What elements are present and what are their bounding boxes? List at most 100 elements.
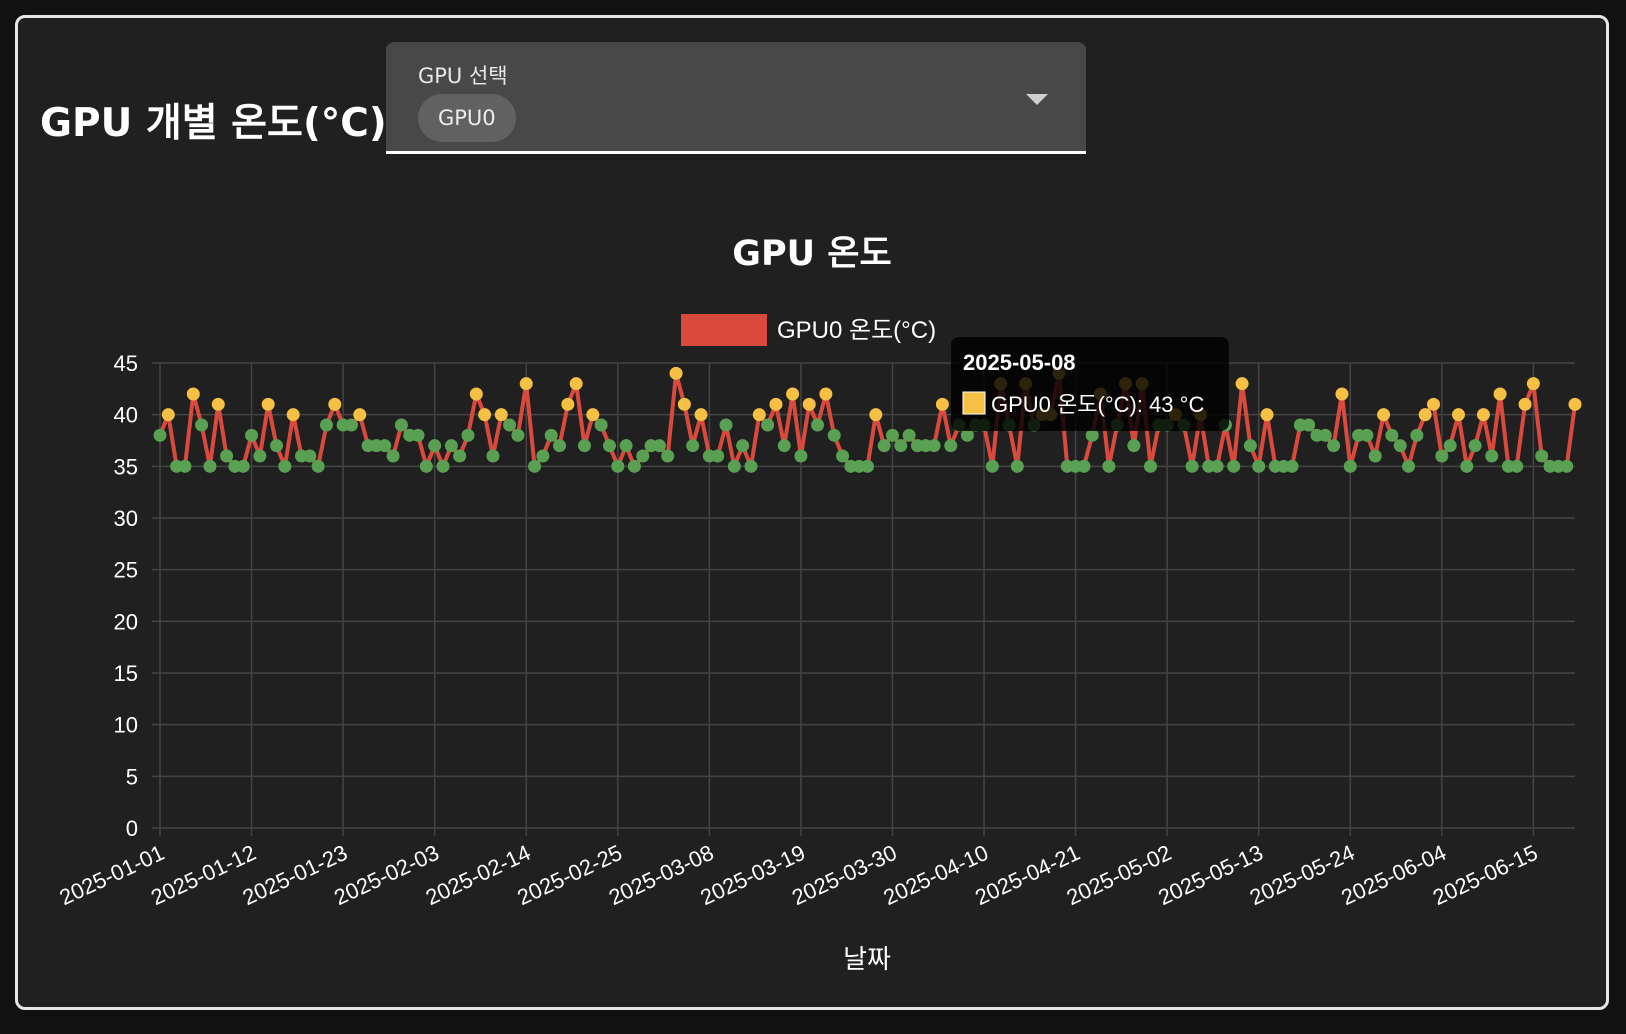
data-point[interactable] xyxy=(270,439,284,453)
data-point[interactable] xyxy=(161,408,175,422)
data-point[interactable] xyxy=(1144,459,1157,473)
data-point[interactable] xyxy=(436,459,450,473)
data-point[interactable] xyxy=(203,459,217,473)
data-point[interactable] xyxy=(1318,428,1332,442)
data-point[interactable] xyxy=(1377,408,1391,422)
data-point[interactable] xyxy=(253,449,267,463)
data-point[interactable] xyxy=(544,428,558,442)
data-point[interactable] xyxy=(519,377,533,391)
data-point[interactable] xyxy=(1285,459,1299,473)
data-point[interactable] xyxy=(1077,459,1091,473)
data-point[interactable] xyxy=(694,408,708,422)
data-point[interactable] xyxy=(1526,377,1540,391)
data-point[interactable] xyxy=(1185,459,1199,473)
data-point[interactable] xyxy=(1385,428,1399,442)
data-point[interactable] xyxy=(478,408,492,422)
data-point[interactable] xyxy=(328,397,342,411)
data-point[interactable] xyxy=(960,428,974,442)
data-point[interactable] xyxy=(1335,387,1349,401)
data-point[interactable] xyxy=(245,428,259,442)
data-point[interactable] xyxy=(1468,439,1482,453)
data-point[interactable] xyxy=(1535,449,1549,463)
data-point[interactable] xyxy=(419,459,433,473)
data-point[interactable] xyxy=(153,428,167,442)
data-point[interactable] xyxy=(761,418,775,432)
data-point[interactable] xyxy=(469,387,483,401)
data-point[interactable] xyxy=(286,408,300,422)
legend-label[interactable]: GPU0 온도(°C) xyxy=(777,317,936,344)
data-point[interactable] xyxy=(827,428,841,442)
data-point[interactable] xyxy=(461,428,475,442)
data-point[interactable] xyxy=(1393,439,1407,453)
selected-gpu-chip[interactable]: GPU0 xyxy=(418,94,516,142)
data-point[interactable] xyxy=(494,408,508,422)
data-point[interactable] xyxy=(619,439,633,453)
data-point[interactable] xyxy=(344,418,358,432)
data-point[interactable] xyxy=(303,449,317,463)
data-point[interactable] xyxy=(636,449,650,463)
data-point[interactable] xyxy=(394,418,408,432)
data-point[interactable] xyxy=(1343,459,1357,473)
data-point[interactable] xyxy=(802,397,816,411)
data-point[interactable] xyxy=(944,439,958,453)
data-point[interactable] xyxy=(569,377,583,391)
data-point[interactable] xyxy=(1327,439,1341,453)
data-point[interactable] xyxy=(1243,439,1257,453)
data-point[interactable] xyxy=(794,449,808,463)
data-point[interactable] xyxy=(220,449,234,463)
data-point[interactable] xyxy=(686,439,700,453)
data-point[interactable] xyxy=(578,439,591,453)
data-point[interactable] xyxy=(186,387,200,401)
data-point[interactable] xyxy=(894,439,908,453)
data-point[interactable] xyxy=(711,449,725,463)
data-point[interactable] xyxy=(786,387,800,401)
data-point[interactable] xyxy=(453,449,467,463)
data-point[interactable] xyxy=(885,428,899,442)
data-point[interactable] xyxy=(278,459,292,473)
data-point[interactable] xyxy=(536,449,550,463)
data-point[interactable] xyxy=(178,459,192,473)
data-point[interactable] xyxy=(1493,387,1507,401)
data-point[interactable] xyxy=(1127,439,1141,453)
chevron-down-icon[interactable] xyxy=(1026,94,1048,105)
data-point[interactable] xyxy=(586,408,600,422)
legend-swatch[interactable] xyxy=(681,314,767,346)
data-point[interactable] xyxy=(1485,449,1499,463)
data-point[interactable] xyxy=(769,397,783,411)
data-point[interactable] xyxy=(1560,459,1574,473)
data-point[interactable] xyxy=(353,408,367,422)
data-point[interactable] xyxy=(386,449,400,463)
data-point[interactable] xyxy=(1510,459,1524,473)
data-point[interactable] xyxy=(652,439,666,453)
data-point[interactable] xyxy=(1518,397,1532,411)
data-point[interactable] xyxy=(611,459,625,473)
data-point[interactable] xyxy=(935,397,949,411)
data-point[interactable] xyxy=(528,459,542,473)
data-point[interactable] xyxy=(869,408,883,422)
data-point[interactable] xyxy=(553,439,567,453)
data-point[interactable] xyxy=(511,428,525,442)
data-point[interactable] xyxy=(736,439,750,453)
data-point[interactable] xyxy=(744,459,758,473)
data-point[interactable] xyxy=(819,387,833,401)
data-point[interactable] xyxy=(1418,408,1432,422)
data-point[interactable] xyxy=(378,439,392,453)
data-point[interactable] xyxy=(777,439,791,453)
data-point[interactable] xyxy=(661,449,675,463)
data-point[interactable] xyxy=(811,418,825,432)
data-point[interactable] xyxy=(195,418,209,432)
data-point[interactable] xyxy=(1210,459,1224,473)
data-point[interactable] xyxy=(719,418,733,432)
data-point[interactable] xyxy=(261,397,275,411)
data-point[interactable] xyxy=(727,459,741,473)
data-point[interactable] xyxy=(1260,408,1274,422)
data-point[interactable] xyxy=(836,449,850,463)
data-point[interactable] xyxy=(1252,459,1266,473)
data-point[interactable] xyxy=(594,418,608,432)
data-point[interactable] xyxy=(1102,459,1116,473)
data-point[interactable] xyxy=(236,459,250,473)
data-point[interactable] xyxy=(1568,397,1582,411)
data-point[interactable] xyxy=(1460,459,1474,473)
data-point[interactable] xyxy=(1085,428,1099,442)
data-point[interactable] xyxy=(1368,449,1382,463)
